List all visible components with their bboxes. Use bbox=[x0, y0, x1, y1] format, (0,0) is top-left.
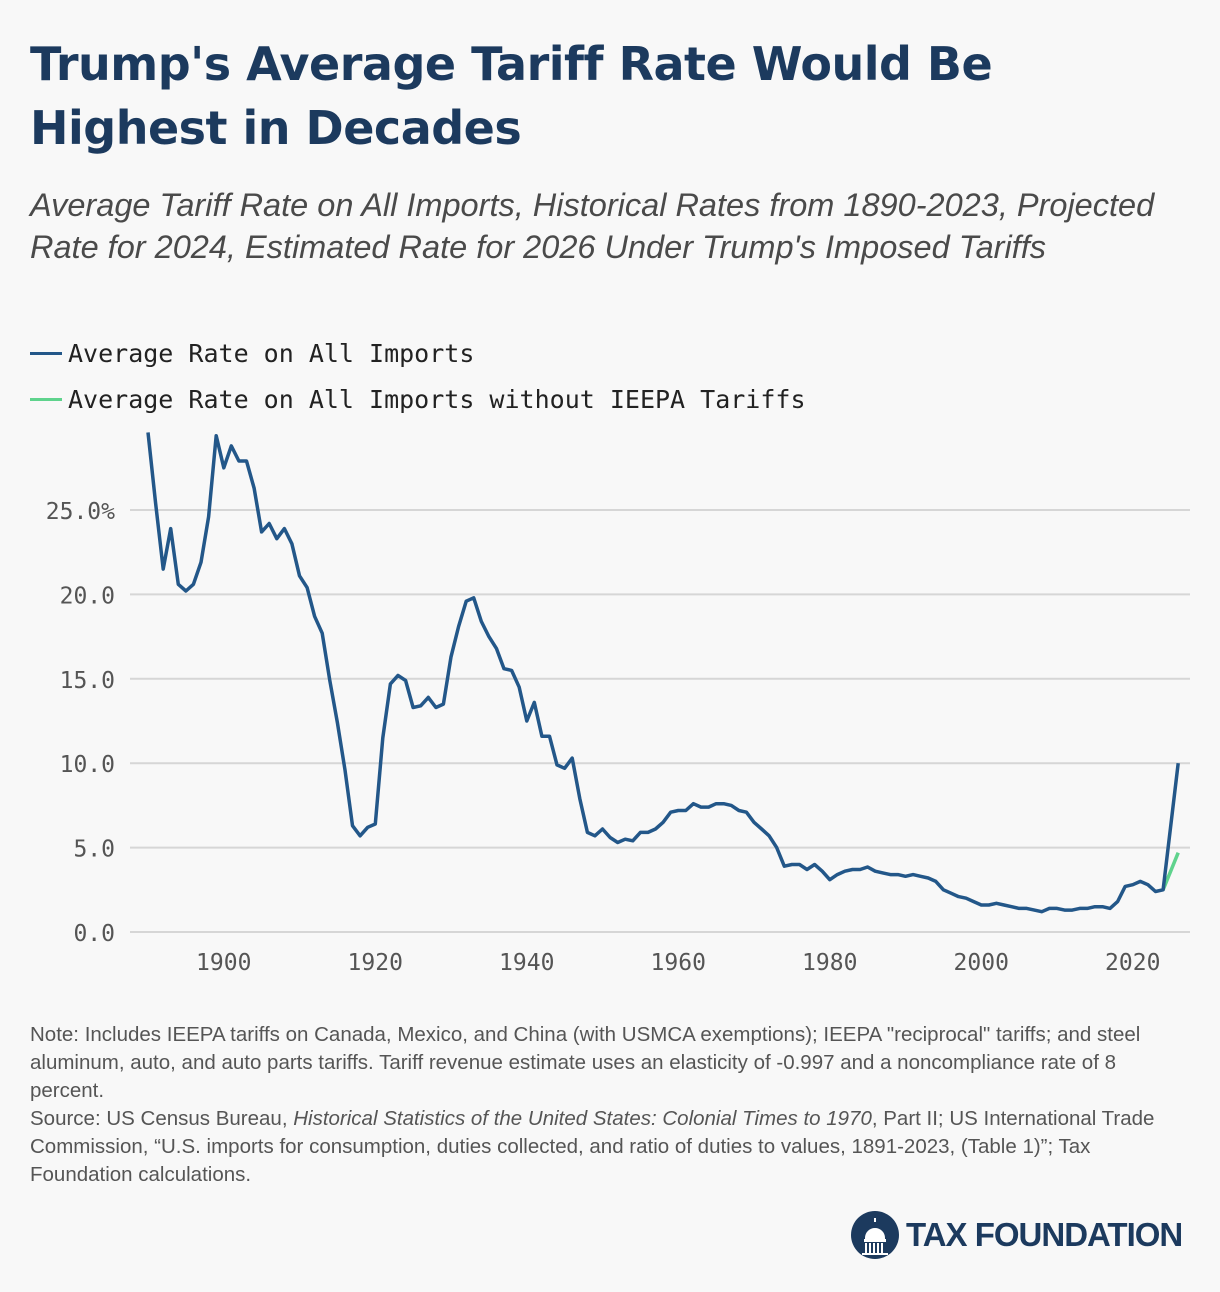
source-suffix: , Part II; US International Trade Commis… bbox=[30, 1107, 1155, 1186]
legend-swatch-without-ieepa bbox=[30, 397, 62, 401]
y-tick-label: 10.0 bbox=[60, 752, 115, 778]
legend: Average Rate on All Imports Average Rate… bbox=[30, 330, 806, 422]
source-title: Historical Statistics of the United Stat… bbox=[293, 1107, 872, 1130]
chart-subtitle: Average Tariff Rate on All Imports, Hist… bbox=[30, 187, 1155, 265]
line-chart: 0.0 5.0 10.0 15.0 20.0 25.0% 1900 1920 1940 1960 1… bbox=[46, 432, 1190, 976]
capitol-dome-icon bbox=[851, 1211, 899, 1259]
series-line-all-imports bbox=[146, 432, 1180, 914]
tax-foundation-logo: TAX FOUNDATION bbox=[850, 1210, 1183, 1260]
x-tick-label: 1940 bbox=[499, 950, 554, 976]
x-tick-label: 1960 bbox=[651, 950, 706, 976]
legend-swatch-all-imports bbox=[30, 351, 62, 355]
legend-label-without-ieepa: Average Rate on All Imports without IEEP… bbox=[68, 384, 806, 414]
footnotes: Note: Includes IEEPA tariffs on Canada, … bbox=[30, 1021, 1190, 1189]
note-text: Note: Includes IEEPA tariffs on Canada, … bbox=[30, 1023, 1141, 1102]
source-prefix: Source: US Census Bureau, bbox=[30, 1107, 294, 1130]
y-tick-label: 5.0 bbox=[73, 837, 115, 863]
x-tick-label: 2020 bbox=[1105, 950, 1160, 976]
series-line-without-ieepa bbox=[1161, 852, 1180, 891]
chart-title: Trump's Average Tariff Rate Would Be Hig… bbox=[30, 37, 993, 155]
x-tick-label: 1980 bbox=[802, 950, 857, 976]
logo-text: TAX FOUNDATION bbox=[906, 1216, 1183, 1253]
y-tick-label: 20.0 bbox=[60, 583, 115, 609]
legend-item-without-ieepa: Average Rate on All Imports without IEEP… bbox=[30, 376, 806, 422]
source-text: Source: US Census Bureau, Historical Sta… bbox=[30, 1105, 1190, 1189]
x-tick-label: 1920 bbox=[348, 950, 403, 976]
x-tick-label: 1900 bbox=[196, 950, 251, 976]
legend-label-all-imports: Average Rate on All Imports bbox=[68, 338, 475, 368]
y-tick-label: 0.0 bbox=[73, 921, 115, 947]
x-tick-label: 2000 bbox=[954, 950, 1009, 976]
y-tick-label: 25.0% bbox=[46, 499, 115, 525]
legend-item-all-imports: Average Rate on All Imports bbox=[30, 330, 806, 376]
y-tick-label: 15.0 bbox=[60, 668, 115, 694]
